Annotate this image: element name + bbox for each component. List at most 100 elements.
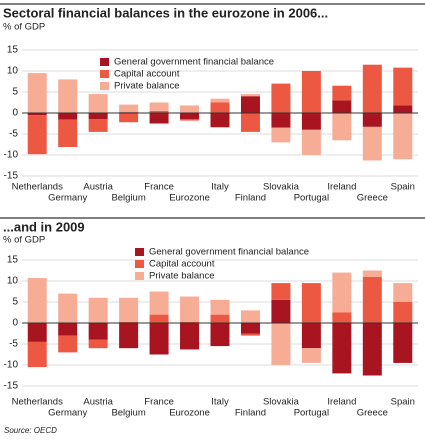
source: Source: OECD	[4, 426, 57, 435]
x-tick-label: Germany	[48, 408, 87, 419]
legend-label: Capital account	[149, 259, 215, 270]
bar-segment	[149, 102, 169, 111]
bar-segment	[27, 341, 47, 368]
bar-segment	[58, 113, 78, 120]
bar-segment	[210, 314, 230, 323]
y-tick-label: -10	[4, 360, 19, 371]
y-tick-label: 5	[12, 297, 18, 308]
bar-segment	[301, 323, 321, 349]
bar-segment	[362, 276, 382, 323]
bar-segment	[180, 105, 200, 113]
legend-swatch	[100, 82, 109, 90]
bar-segment	[332, 272, 352, 313]
x-tick-label: Ireland	[327, 397, 356, 408]
x-tick-label: Portugal	[294, 193, 329, 204]
bar-segment	[301, 129, 321, 155]
bar-segment	[88, 339, 108, 349]
bar-segment	[210, 98, 230, 103]
bar-segment	[27, 278, 47, 323]
x-tick-label: Portugal	[294, 408, 329, 419]
bar-segment	[332, 312, 352, 323]
legend-label: Private balance	[114, 81, 179, 92]
y-tick-label: -5	[9, 129, 18, 140]
y-tick-label: 10	[7, 276, 19, 287]
bar-segment	[149, 323, 169, 355]
y-tick-label: 10	[7, 66, 19, 77]
x-tick-label: Greece	[357, 408, 388, 419]
bar-segment	[88, 119, 108, 132]
bar-segment	[393, 323, 413, 363]
legend-label: General government financial balance	[149, 247, 309, 258]
bar-segment	[210, 113, 230, 128]
y-tick-label: 0	[12, 108, 18, 119]
x-tick-label: Ireland	[327, 182, 356, 193]
bar-segment	[271, 127, 291, 143]
bar-segment	[119, 297, 139, 322]
bar-segment	[240, 96, 260, 113]
y-tick-label: 0	[12, 318, 18, 329]
bar-segment	[210, 323, 230, 347]
bar-segment	[88, 113, 108, 120]
bar-segment	[301, 113, 321, 130]
x-tick-label: Austria	[83, 397, 113, 408]
bar-segment	[393, 67, 413, 106]
chart-title: ...and in 2009	[3, 219, 85, 234]
bar-segment	[88, 297, 108, 323]
x-tick-label: Netherlands	[12, 182, 63, 193]
bar-segment	[149, 291, 169, 315]
bar-segment	[240, 94, 260, 97]
bar-segment	[271, 323, 291, 365]
x-tick-label: Slovakia	[263, 397, 300, 408]
legend-swatch	[135, 248, 144, 256]
x-tick-label: Austria	[83, 182, 113, 193]
y-tick-label: 15	[7, 255, 19, 266]
legend-swatch	[100, 58, 109, 66]
legend-swatch	[135, 272, 144, 280]
bar-segment	[58, 293, 78, 323]
y-axis-label: % of GDP	[3, 235, 45, 246]
bar-segment	[210, 102, 230, 113]
bar-segment	[149, 110, 169, 113]
bar-segment	[58, 335, 78, 353]
bar-segment	[119, 321, 139, 323]
legend-label: Capital account	[114, 69, 180, 80]
x-tick-label: France	[144, 182, 174, 193]
y-tick-label: -10	[4, 150, 19, 161]
bar-segment	[362, 323, 382, 376]
bar-segment	[58, 119, 78, 148]
x-tick-label: Italy	[211, 182, 229, 193]
bar-segment	[27, 323, 47, 342]
x-tick-label: Spain	[391, 182, 415, 193]
bar-segment	[393, 283, 413, 302]
x-tick-label: Finland	[235, 193, 266, 204]
bar-segment	[180, 323, 200, 350]
bar-segment	[119, 113, 139, 123]
bar-segment	[393, 113, 413, 160]
x-tick-label: Eurozone	[169, 193, 210, 204]
y-axis-label: % of GDP	[3, 22, 45, 33]
bar-segment	[271, 113, 291, 128]
bar-segment	[332, 100, 352, 113]
bar-segment	[180, 321, 200, 323]
bar-segment	[332, 85, 352, 101]
bar-segment	[362, 64, 382, 113]
bar-segment	[58, 323, 78, 336]
bar-segment	[119, 323, 139, 349]
bar-segment	[240, 113, 260, 132]
bar-segment	[180, 113, 200, 120]
legend-label: Private balance	[149, 271, 214, 282]
chart-title: Sectoral financial balances in the euroz…	[3, 5, 328, 20]
bar-segment	[271, 283, 291, 300]
bar-segment	[149, 314, 169, 323]
bar-segment	[271, 83, 291, 113]
legend-swatch	[135, 260, 144, 268]
bar-segment	[27, 73, 47, 113]
bar-segment	[301, 71, 321, 113]
bar-segment	[88, 323, 108, 340]
x-tick-label: Italy	[211, 397, 229, 408]
x-tick-label: Netherlands	[12, 397, 63, 408]
x-tick-label: Eurozone	[169, 408, 210, 419]
bar-segment	[149, 113, 169, 124]
